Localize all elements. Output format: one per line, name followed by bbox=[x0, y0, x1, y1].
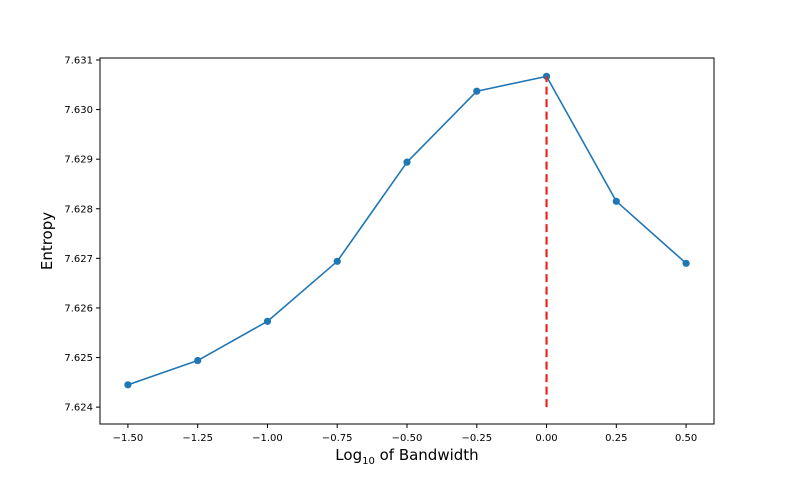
y-tick-label: 7.625 bbox=[64, 353, 93, 364]
data-point bbox=[124, 381, 132, 389]
data-point bbox=[403, 158, 411, 166]
x-tick-label: 0.50 bbox=[675, 433, 697, 444]
x-axis-label-suffix: of Bandwidth bbox=[375, 446, 479, 464]
x-tick-label: −1.25 bbox=[182, 433, 213, 444]
x-axis-label-subscript: 10 bbox=[362, 456, 375, 467]
data-point bbox=[612, 197, 620, 205]
y-tick-label: 7.631 bbox=[64, 55, 93, 66]
x-axis-label: Log10 of Bandwidth bbox=[335, 446, 478, 467]
data-point bbox=[263, 317, 272, 325]
x-tick-label: −0.25 bbox=[461, 433, 492, 444]
data-point bbox=[333, 257, 341, 265]
x-tick-label: −0.50 bbox=[392, 433, 423, 444]
y-axis-ticks: 7.624 7.625 7.626 7.627 7.628 7.629 7.630 7.631 bbox=[64, 55, 100, 414]
x-tick-label: 0.25 bbox=[605, 433, 627, 444]
plot-area bbox=[124, 72, 690, 408]
x-axis-label-prefix: Log bbox=[335, 446, 362, 464]
axes-frame bbox=[99, 57, 715, 425]
data-point bbox=[194, 356, 202, 365]
x-tick-label: 0.00 bbox=[535, 433, 557, 444]
x-tick-label: −0.75 bbox=[322, 433, 353, 444]
y-tick-label: 7.630 bbox=[64, 105, 93, 116]
y-tick-label: 7.626 bbox=[64, 303, 93, 314]
x-tick-label: −1.00 bbox=[252, 433, 283, 444]
y-tick-label: 7.627 bbox=[64, 254, 93, 265]
data-point bbox=[682, 259, 690, 267]
y-axis-label: Entropy bbox=[38, 212, 56, 270]
y-tick-label: 7.629 bbox=[64, 155, 93, 166]
x-axis-ticks: −1.50 −1.25 −1.00 −0.75 −0.50 −0.25 0.00 0.25 0.… bbox=[113, 424, 697, 444]
data-point bbox=[473, 87, 481, 95]
y-tick-label: 7.624 bbox=[64, 403, 93, 414]
y-tick-label: 7.628 bbox=[64, 204, 93, 215]
x-tick-label: −1.50 bbox=[113, 433, 144, 444]
